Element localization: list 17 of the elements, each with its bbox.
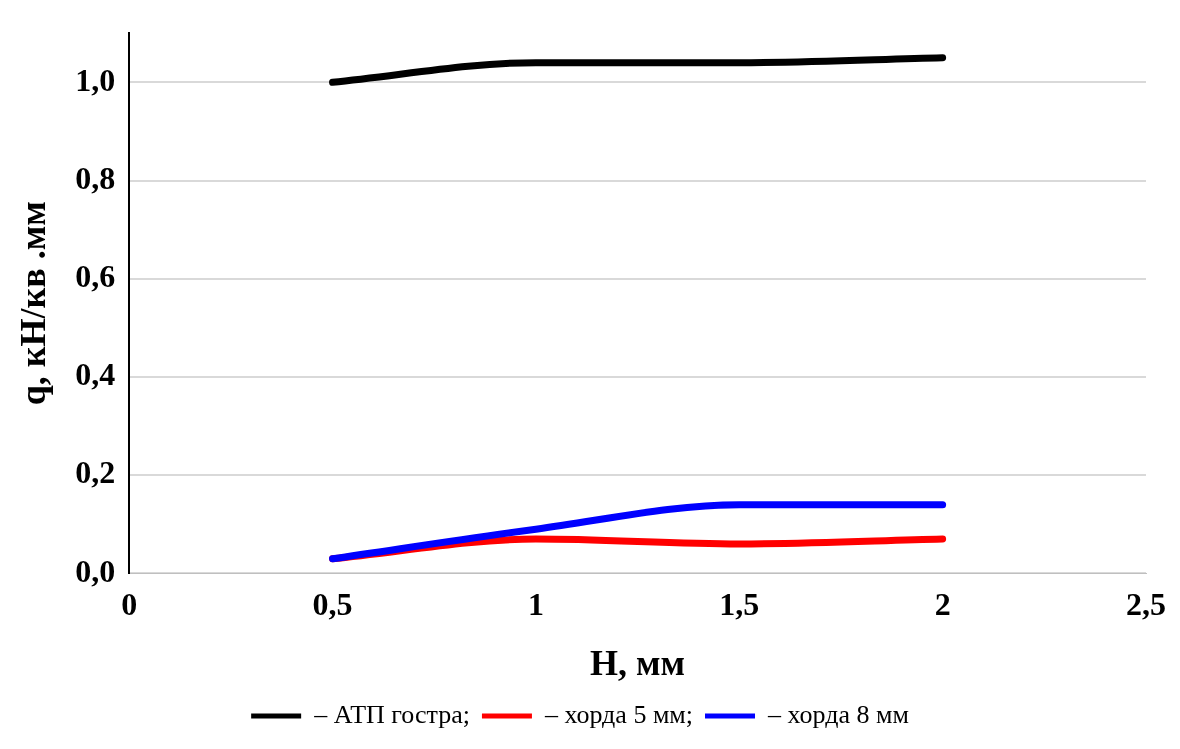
x-tick-label: 0,5	[312, 585, 353, 622]
y-tick-label: 0,8	[75, 159, 116, 196]
x-tick-label: 0	[121, 585, 138, 622]
y-axis-title: q, кН/кв .мм	[12, 201, 53, 406]
y-tick-label: 0,2	[75, 454, 116, 491]
legend-label: – АТП гостра;	[313, 699, 470, 729]
x-tick-label: 2	[934, 585, 951, 622]
x-axis-title: H, мм	[590, 642, 686, 683]
y-tick-label: 1,0	[75, 61, 116, 98]
x-tick-label: 2,5	[1126, 585, 1166, 622]
x-tick-label: 1,5	[719, 585, 760, 622]
y-tick-label: 0,6	[75, 258, 116, 295]
legend-label: – хорда 8 мм	[767, 699, 909, 729]
legend-label: – хорда 5 мм;	[543, 699, 694, 729]
y-tick-label: 0,4	[75, 356, 116, 393]
y-tick-label: 0,0	[75, 552, 116, 589]
x-tick-label: 1	[527, 585, 544, 622]
